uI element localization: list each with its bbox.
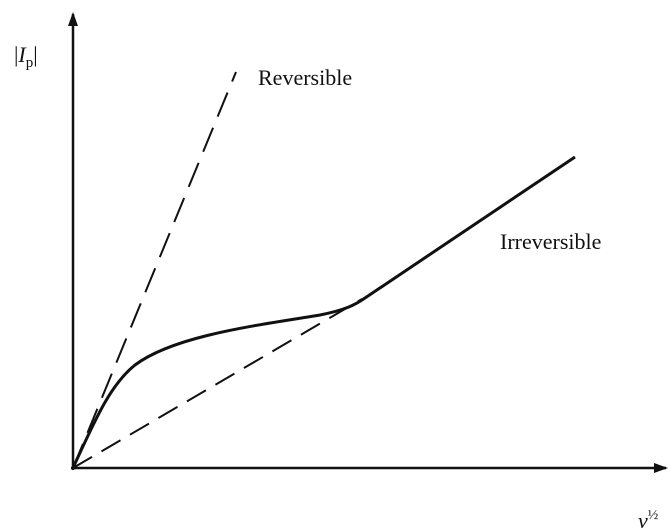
irreversible-curve (71, 155, 576, 469)
reversible-label: Reversible (258, 65, 352, 90)
irreversible-asymptote (72, 298, 363, 469)
x-axis-label: ν½ (638, 508, 658, 531)
reversible-line (72, 71, 237, 469)
irreversible-label: Irreversible (500, 229, 601, 254)
y-axis-label: |Ip| (14, 42, 38, 71)
